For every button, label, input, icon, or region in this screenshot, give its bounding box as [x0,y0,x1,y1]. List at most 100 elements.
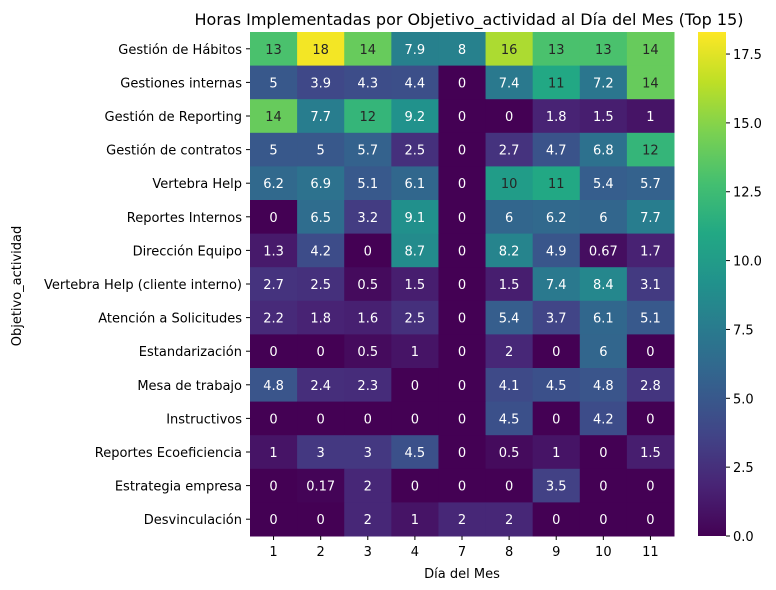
heatmap-cell [438,435,487,470]
heatmap-cell [626,401,675,436]
heatmap-cell [391,99,439,134]
cell-value-label: 16 [501,43,518,58]
heatmap-cell [626,334,675,369]
cell-value-label: 5.7 [357,144,378,159]
cell-value-label: 0 [458,412,466,427]
heatmap-cell [485,166,534,201]
heatmap-cell [250,368,298,403]
cell-value-label: 0 [646,480,654,495]
cell-value-label: 0 [458,379,466,394]
cell-value-label: 12 [642,144,659,159]
cell-value-label: 11 [548,76,565,91]
heatmap-cell [391,468,439,503]
heatmap-cell [438,300,487,335]
heatmap-cell [438,267,487,302]
heatmap-cell [626,300,675,335]
cell-value-label: 3.1 [640,278,661,293]
cell-value-label: 1.6 [357,312,378,327]
cell-value-label: 6.2 [263,177,284,192]
heatmap-cell [579,502,628,537]
cell-value-label: 0 [458,110,466,125]
heatmap-cell [391,435,439,470]
heatmap-cell [438,401,487,436]
cell-value-label: 0 [458,312,466,327]
cell-value-label: 6.9 [310,177,331,192]
x-tick-label: 1 [269,545,277,560]
heatmap-cell [250,166,298,201]
heatmap-cell [344,32,392,67]
colorbar-tick-label: 12.5 [733,186,762,201]
heatmap-cell [438,132,487,167]
heatmap-cell [250,267,298,302]
cell-value-label: 9.1 [405,211,426,226]
heatmap-cell [344,401,392,436]
cell-value-label: 4.5 [499,412,520,427]
heatmap-cell [626,99,675,134]
cell-value-label: 0 [599,446,607,461]
cell-value-label: 7.7 [640,211,661,226]
y-tick-label: Gestión de Reporting [105,110,242,125]
heatmap-cell [344,267,392,302]
cell-value-label: 12 [360,110,377,125]
cell-value-label: 0 [552,345,560,360]
heatmap-cell [250,32,298,67]
heatmap-cell [391,267,439,302]
heatmap-cell [485,368,534,403]
heatmap-cell [579,166,628,201]
heatmap-cell [250,468,298,503]
cell-value-label: 1 [552,446,560,461]
y-axis-ticks: Gestión de Hábitos Gestiones internas Gest… [44,43,250,528]
heatmap-cell [250,435,298,470]
cell-value-label: 1 [411,345,419,360]
cell-value-label: 7.4 [499,76,520,91]
cell-value-label: 14 [642,43,659,58]
x-tick-label: 10 [595,545,612,560]
cell-value-label: 4.5 [546,379,567,394]
heatmap-cell [579,300,628,335]
cell-value-label: 8.7 [405,244,426,259]
cell-value-label: 4.2 [310,244,331,259]
colorbar-tick-label: 7.5 [733,323,754,338]
heatmap-cell [485,32,534,67]
heatmap-cell [297,435,345,470]
x-tick-label: 8 [505,545,513,560]
heatmap-cell [579,435,628,470]
heatmap-cell [344,233,392,268]
heatmap-cell [391,200,439,235]
heatmap-cell [485,334,534,369]
cell-value-label: 0 [411,412,419,427]
colorbar: 0.0 2.5 5.0 7.5 10.0 12.5 15.0 17.5 [698,32,762,545]
heatmap-cell [485,132,534,167]
heatmap-cell [297,200,345,235]
heatmap-cell [485,401,534,436]
cell-value-label: 0 [458,244,466,259]
heatmap-cell [532,267,581,302]
cell-value-label: 6.1 [405,177,426,192]
cell-value-label: 4.2 [593,412,614,427]
cell-value-label: 0 [317,412,325,427]
cell-value-label: 5 [317,144,325,159]
heatmap-cell [344,166,392,201]
cell-value-label: 8.4 [593,278,614,293]
heatmap-cell [532,502,581,537]
cell-value-label: 1 [269,446,277,461]
heatmap-cell [626,267,675,302]
cell-value-label: 0 [458,480,466,495]
heatmap-cell [250,401,298,436]
heatmap-cell [297,65,345,100]
heatmap-cell [250,334,298,369]
cell-value-label: 1.3 [263,244,284,259]
x-tick-label: 7 [458,545,466,560]
cell-value-label: 0 [458,144,466,159]
x-tick-label: 2 [317,545,325,560]
heatmap-cell [297,132,345,167]
heatmap-cell [485,267,534,302]
cell-value-label: 5.1 [640,312,661,327]
heatmap-cell [579,233,628,268]
cell-value-label: 2 [364,480,372,495]
cell-value-label: 2.7 [499,144,520,159]
heatmap-cell [485,200,534,235]
x-tick-label: 4 [411,545,419,560]
heatmap-cell [297,368,345,403]
heatmap-cell [391,368,439,403]
